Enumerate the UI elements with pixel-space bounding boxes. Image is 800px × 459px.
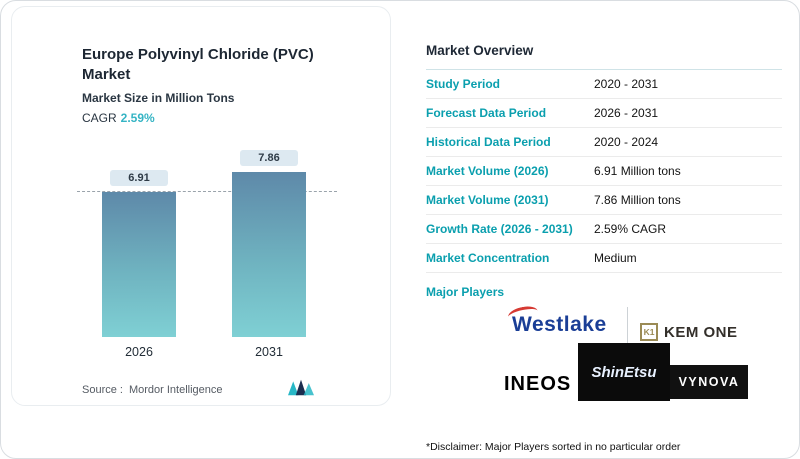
row-label: Study Period <box>426 77 501 91</box>
source-row: Source : Mordor Intelligence <box>82 379 314 401</box>
row-label: Growth Rate (2026 - 2031) <box>426 222 573 236</box>
mordor-logo-icon <box>288 379 314 401</box>
logo-divider <box>627 307 628 363</box>
overview-row-historical-period: Historical Data Period 2020 - 2024 <box>426 128 782 157</box>
overview-row-study-period: Study Period 2020 - 2031 <box>426 70 782 99</box>
major-players-label: Major Players <box>426 285 505 299</box>
westlake-logo: Westlake <box>506 304 607 337</box>
overview-row-volume-2031: Market Volume (2031) 7.86 Million tons <box>426 186 782 215</box>
source-value: Mordor Intelligence <box>128 384 223 396</box>
disclaimer-text: *Disclaimer: Major Players sorted in no … <box>426 441 681 453</box>
bar-group-2026: 6.91 <box>102 169 176 337</box>
shinetsu-logo: ShinEtsu <box>578 343 670 401</box>
cagr-label: CAGR <box>82 111 117 125</box>
row-label: Market Concentration <box>426 251 550 265</box>
dashed-line <box>77 190 337 192</box>
westlake-wordmark: Westlake <box>512 313 607 336</box>
row-value: Medium <box>594 251 637 265</box>
market-overview-panel: Market Overview Study Period 2020 - 2031… <box>426 43 782 453</box>
row-label: Market Volume (2031) <box>426 193 549 207</box>
vynova-logo: VYNOVA <box>670 365 748 399</box>
row-label: Historical Data Period <box>426 135 551 149</box>
chart-subtitle: Market Size in Million Tons <box>82 91 235 105</box>
cagr-value: 2.59% <box>120 111 155 125</box>
overview-row-growth-rate: Growth Rate (2026 - 2031) 2.59% CAGR <box>426 215 782 244</box>
major-players-logos: Westlake K1 KEM ONE INEOS ShinEtsu VYNOV… <box>426 303 782 425</box>
row-value: 2.59% CAGR <box>594 222 667 236</box>
row-value: 2020 - 2024 <box>594 135 659 149</box>
bar-value-label-2031: 7.86 <box>240 149 298 166</box>
source-text: Source : Mordor Intelligence <box>82 384 223 396</box>
kemone-logo: K1 KEM ONE <box>640 323 738 341</box>
bar-group-2031: 7.86 <box>232 149 306 337</box>
overview-row-concentration: Market Concentration Medium <box>426 244 782 273</box>
x-label-2031: 2031 <box>255 345 283 359</box>
cagr-row: CAGR 2.59% <box>82 111 370 125</box>
row-value: 2020 - 2031 <box>594 77 659 91</box>
source-label: Source : <box>82 384 123 396</box>
bar-2031 <box>232 171 306 337</box>
bars-container: 6.91 7.86 <box>82 141 354 337</box>
kemone-k1-icon: K1 <box>640 323 658 341</box>
kemone-wordmark: KEM ONE <box>664 323 738 341</box>
overview-row-forecast-period: Forecast Data Period 2026 - 2031 <box>426 99 782 128</box>
ineos-logo: INEOS <box>504 373 572 395</box>
chart-title: Europe Polyvinyl Chloride (PVC) Market <box>82 46 314 83</box>
row-label: Forecast Data Period <box>426 106 547 120</box>
row-value: 2026 - 2031 <box>594 106 659 120</box>
market-chart-card: Europe Polyvinyl Chloride (PVC) Market M… <box>11 6 391 406</box>
overview-title: Market Overview <box>426 43 782 70</box>
bar-chart: 6.91 7.86 <box>77 141 354 337</box>
x-axis-labels: 2026 2031 <box>82 345 370 359</box>
x-label-2026: 2026 <box>125 345 153 359</box>
bar-2026 <box>102 191 176 337</box>
row-value: 7.86 Million tons <box>594 193 681 207</box>
row-label: Market Volume (2026) <box>426 164 549 178</box>
bar-value-label-2026: 6.91 <box>110 169 168 186</box>
row-value: 6.91 Million tons <box>594 164 681 178</box>
overview-row-volume-2026: Market Volume (2026) 6.91 Million tons <box>426 157 782 186</box>
